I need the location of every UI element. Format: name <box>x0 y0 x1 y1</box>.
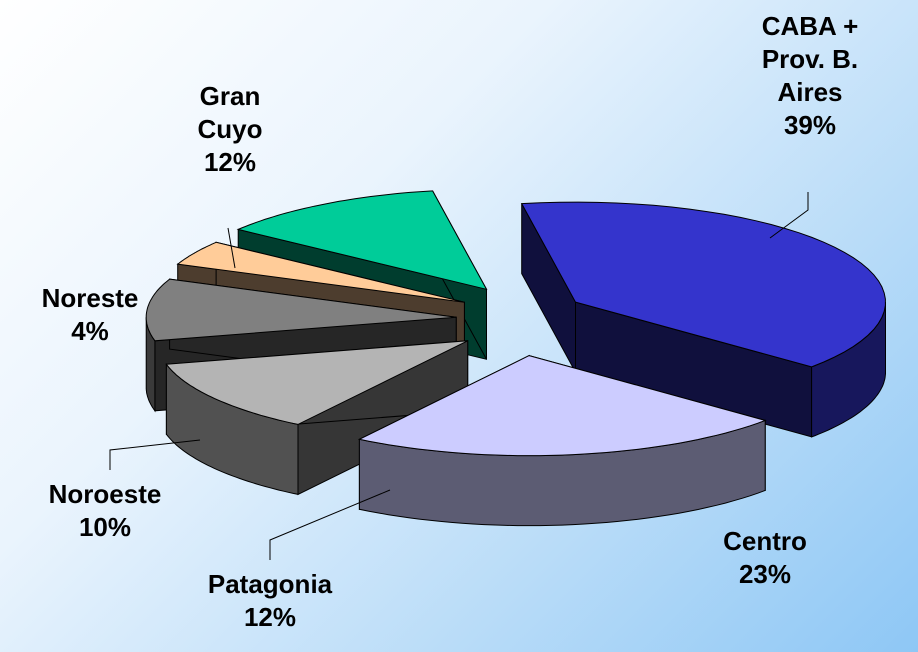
slice-label: Gran Cuyo 12% <box>175 80 285 179</box>
slice-label: Noreste 4% <box>10 282 170 348</box>
category-label: Noroeste <box>48 479 162 509</box>
slice-label: Patagonia 12% <box>160 568 380 634</box>
slice <box>357 354 767 527</box>
slice <box>145 278 457 342</box>
value-label: 10% <box>78 512 132 542</box>
leader-line <box>269 489 391 560</box>
category-label: Patagonia <box>207 569 333 599</box>
category-label: Noreste <box>41 283 139 313</box>
slice-label: Centro 23% <box>695 525 835 591</box>
slice <box>176 241 465 303</box>
value-label: 12% <box>243 602 297 632</box>
slice-label: CABA + Prov. B. Aires 39% <box>740 10 880 142</box>
slice <box>520 201 886 368</box>
category-label: Centro <box>723 526 807 556</box>
category-label: Gran Cuyo <box>197 81 263 144</box>
slice <box>165 340 468 425</box>
value-label: 4% <box>71 316 109 346</box>
slice <box>520 201 886 438</box>
value-label: 12% <box>203 147 257 177</box>
leader-line <box>227 227 236 269</box>
slice <box>236 190 488 291</box>
category-label: CABA + Prov. B. Aires <box>761 11 859 107</box>
slice <box>357 355 767 457</box>
slice-label: Noroeste 10% <box>5 478 205 544</box>
leader-line <box>769 192 809 239</box>
leader-line <box>109 439 201 470</box>
slice <box>165 339 469 496</box>
value-label: 23% <box>738 559 792 589</box>
value-label: 39% <box>783 110 837 140</box>
